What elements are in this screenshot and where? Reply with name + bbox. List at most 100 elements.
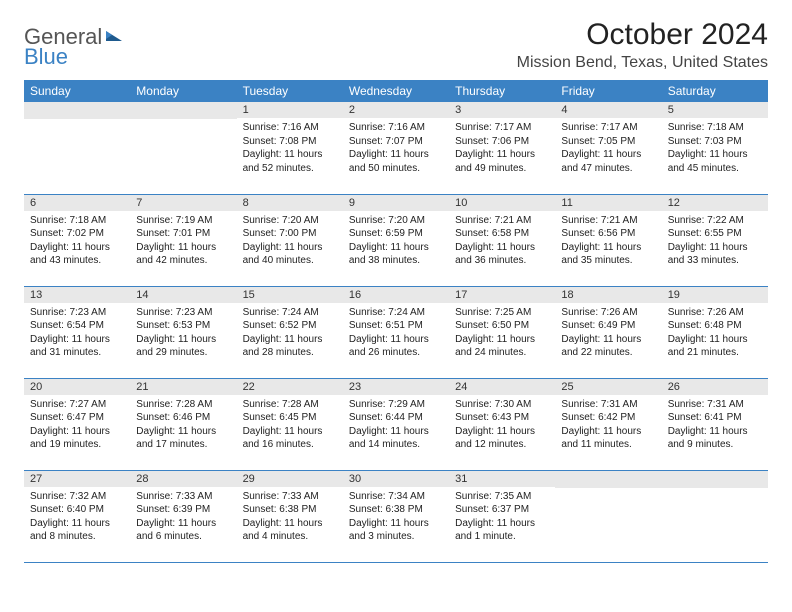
daylight-text: Daylight: 11 hours and 6 minutes. xyxy=(136,517,230,544)
day-number: 24 xyxy=(449,379,555,395)
calendar-week-row: 6Sunrise: 7:18 AMSunset: 7:02 PMDaylight… xyxy=(24,194,768,286)
daylight-text: Daylight: 11 hours and 24 minutes. xyxy=(455,333,549,360)
day-number: 12 xyxy=(662,195,768,211)
calendar-day-cell: 3Sunrise: 7:17 AMSunset: 7:06 PMDaylight… xyxy=(449,102,555,194)
sunset-text: Sunset: 6:41 PM xyxy=(668,411,762,425)
day-number: 2 xyxy=(343,102,449,118)
day-details: Sunrise: 7:35 AMSunset: 6:37 PMDaylight:… xyxy=(449,487,555,547)
sunset-text: Sunset: 6:52 PM xyxy=(243,319,337,333)
daylight-text: Daylight: 11 hours and 17 minutes. xyxy=(136,425,230,452)
location-text: Mission Bend, Texas, United States xyxy=(517,54,768,72)
daylight-text: Daylight: 11 hours and 19 minutes. xyxy=(30,425,124,452)
sunset-text: Sunset: 6:55 PM xyxy=(668,227,762,241)
day-details: Sunrise: 7:26 AMSunset: 6:49 PMDaylight:… xyxy=(555,303,661,363)
calendar-day-cell: 29Sunrise: 7:33 AMSunset: 6:38 PMDayligh… xyxy=(237,470,343,562)
day-details: Sunrise: 7:16 AMSunset: 7:08 PMDaylight:… xyxy=(237,118,343,178)
flag-icon xyxy=(106,27,126,48)
day-number xyxy=(24,102,130,119)
sunset-text: Sunset: 6:44 PM xyxy=(349,411,443,425)
day-details: Sunrise: 7:34 AMSunset: 6:38 PMDaylight:… xyxy=(343,487,449,547)
day-details: Sunrise: 7:27 AMSunset: 6:47 PMDaylight:… xyxy=(24,395,130,455)
day-details: Sunrise: 7:18 AMSunset: 7:03 PMDaylight:… xyxy=(662,118,768,178)
sunset-text: Sunset: 6:59 PM xyxy=(349,227,443,241)
calendar-day-cell: 1Sunrise: 7:16 AMSunset: 7:08 PMDaylight… xyxy=(237,102,343,194)
sunset-text: Sunset: 6:47 PM xyxy=(30,411,124,425)
day-header: Saturday xyxy=(662,80,768,102)
day-details: Sunrise: 7:31 AMSunset: 6:41 PMDaylight:… xyxy=(662,395,768,455)
day-number: 23 xyxy=(343,379,449,395)
sunset-text: Sunset: 7:05 PM xyxy=(561,135,655,149)
sunset-text: Sunset: 6:45 PM xyxy=(243,411,337,425)
calendar-week-row: 1Sunrise: 7:16 AMSunset: 7:08 PMDaylight… xyxy=(24,102,768,194)
calendar-day-cell: 7Sunrise: 7:19 AMSunset: 7:01 PMDaylight… xyxy=(130,194,236,286)
sunrise-text: Sunrise: 7:24 AM xyxy=(349,306,443,320)
daylight-text: Daylight: 11 hours and 49 minutes. xyxy=(455,148,549,175)
day-header: Thursday xyxy=(449,80,555,102)
day-number xyxy=(555,471,661,488)
calendar-week-row: 13Sunrise: 7:23 AMSunset: 6:54 PMDayligh… xyxy=(24,286,768,378)
daylight-text: Daylight: 11 hours and 43 minutes. xyxy=(30,241,124,268)
sunset-text: Sunset: 6:43 PM xyxy=(455,411,549,425)
day-number: 16 xyxy=(343,287,449,303)
daylight-text: Daylight: 11 hours and 16 minutes. xyxy=(243,425,337,452)
day-number: 27 xyxy=(24,471,130,487)
sunrise-text: Sunrise: 7:20 AM xyxy=(243,214,337,228)
sunset-text: Sunset: 6:53 PM xyxy=(136,319,230,333)
calendar-day-cell: 13Sunrise: 7:23 AMSunset: 6:54 PMDayligh… xyxy=(24,286,130,378)
daylight-text: Daylight: 11 hours and 11 minutes. xyxy=(561,425,655,452)
day-details: Sunrise: 7:17 AMSunset: 7:05 PMDaylight:… xyxy=(555,118,661,178)
day-number: 5 xyxy=(662,102,768,118)
logo-line2: Blue xyxy=(24,44,68,70)
calendar-day-cell: 21Sunrise: 7:28 AMSunset: 6:46 PMDayligh… xyxy=(130,378,236,470)
sunset-text: Sunset: 6:51 PM xyxy=(349,319,443,333)
day-number: 26 xyxy=(662,379,768,395)
day-number xyxy=(130,102,236,119)
day-number: 29 xyxy=(237,471,343,487)
calendar-day-cell: 19Sunrise: 7:26 AMSunset: 6:48 PMDayligh… xyxy=(662,286,768,378)
sunrise-text: Sunrise: 7:22 AM xyxy=(668,214,762,228)
calendar-day-cell: 9Sunrise: 7:20 AMSunset: 6:59 PMDaylight… xyxy=(343,194,449,286)
day-number xyxy=(662,471,768,488)
calendar-day-cell: 30Sunrise: 7:34 AMSunset: 6:38 PMDayligh… xyxy=(343,470,449,562)
sunset-text: Sunset: 7:01 PM xyxy=(136,227,230,241)
day-details: Sunrise: 7:19 AMSunset: 7:01 PMDaylight:… xyxy=(130,211,236,271)
calendar-day-cell: 5Sunrise: 7:18 AMSunset: 7:03 PMDaylight… xyxy=(662,102,768,194)
calendar-header-row: SundayMondayTuesdayWednesdayThursdayFrid… xyxy=(24,80,768,102)
sunrise-text: Sunrise: 7:31 AM xyxy=(668,398,762,412)
sunset-text: Sunset: 6:58 PM xyxy=(455,227,549,241)
calendar-day-cell: 17Sunrise: 7:25 AMSunset: 6:50 PMDayligh… xyxy=(449,286,555,378)
day-header: Tuesday xyxy=(237,80,343,102)
day-number: 19 xyxy=(662,287,768,303)
day-header: Friday xyxy=(555,80,661,102)
daylight-text: Daylight: 11 hours and 40 minutes. xyxy=(243,241,337,268)
day-number: 9 xyxy=(343,195,449,211)
sunset-text: Sunset: 6:56 PM xyxy=(561,227,655,241)
day-details: Sunrise: 7:22 AMSunset: 6:55 PMDaylight:… xyxy=(662,211,768,271)
day-details: Sunrise: 7:21 AMSunset: 6:58 PMDaylight:… xyxy=(449,211,555,271)
day-number: 1 xyxy=(237,102,343,118)
daylight-text: Daylight: 11 hours and 22 minutes. xyxy=(561,333,655,360)
calendar-day-cell: 14Sunrise: 7:23 AMSunset: 6:53 PMDayligh… xyxy=(130,286,236,378)
daylight-text: Daylight: 11 hours and 26 minutes. xyxy=(349,333,443,360)
daylight-text: Daylight: 11 hours and 28 minutes. xyxy=(243,333,337,360)
sunrise-text: Sunrise: 7:27 AM xyxy=(30,398,124,412)
calendar-day-cell: 22Sunrise: 7:28 AMSunset: 6:45 PMDayligh… xyxy=(237,378,343,470)
title-block: October 2024 Mission Bend, Texas, United… xyxy=(517,18,768,72)
daylight-text: Daylight: 11 hours and 36 minutes. xyxy=(455,241,549,268)
day-header: Monday xyxy=(130,80,236,102)
sunrise-text: Sunrise: 7:35 AM xyxy=(455,490,549,504)
day-details: Sunrise: 7:28 AMSunset: 6:45 PMDaylight:… xyxy=(237,395,343,455)
sunrise-text: Sunrise: 7:18 AM xyxy=(30,214,124,228)
sunrise-text: Sunrise: 7:28 AM xyxy=(136,398,230,412)
sunrise-text: Sunrise: 7:29 AM xyxy=(349,398,443,412)
page: General October 2024 Mission Bend, Texas… xyxy=(0,0,792,581)
day-details: Sunrise: 7:23 AMSunset: 6:53 PMDaylight:… xyxy=(130,303,236,363)
day-number: 17 xyxy=(449,287,555,303)
sunrise-text: Sunrise: 7:23 AM xyxy=(30,306,124,320)
sunrise-text: Sunrise: 7:33 AM xyxy=(136,490,230,504)
day-details: Sunrise: 7:26 AMSunset: 6:48 PMDaylight:… xyxy=(662,303,768,363)
sunrise-text: Sunrise: 7:32 AM xyxy=(30,490,124,504)
calendar-day-cell: 26Sunrise: 7:31 AMSunset: 6:41 PMDayligh… xyxy=(662,378,768,470)
sunrise-text: Sunrise: 7:26 AM xyxy=(668,306,762,320)
day-number: 4 xyxy=(555,102,661,118)
